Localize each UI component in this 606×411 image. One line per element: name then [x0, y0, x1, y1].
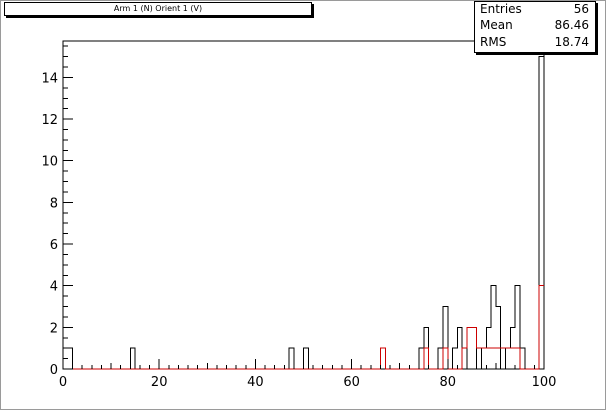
series-1-outline [63, 285, 544, 370]
y-tick-label: 14 [41, 71, 58, 86]
stats-rms-label: RMS [480, 35, 507, 49]
y-tick-label: 8 [50, 196, 58, 211]
y-tick-label: 10 [41, 155, 58, 170]
stats-rms-value: 18.74 [554, 35, 589, 49]
y-tick-label: 12 [41, 113, 58, 128]
stats-rms-row: RMS 18.74 [480, 35, 589, 51]
y-tick-label: 0 [50, 363, 58, 378]
y-tick-label: 2 [50, 321, 58, 336]
stats-mean-value: 86.46 [554, 18, 589, 32]
stats-mean-label: Mean [480, 18, 513, 32]
y-tick-label: 6 [50, 238, 58, 253]
plot-frame [62, 40, 545, 370]
stats-box: Entries 56 Mean 86.46 RMS 18.74 [474, 1, 596, 53]
x-tick-label: 40 [247, 375, 264, 390]
stats-entries-row: Entries 56 [480, 2, 589, 18]
stats-entries-value: 56 [573, 2, 589, 16]
histogram-title: Arm 1 (N) Orient 1 (V) [4, 2, 312, 16]
x-tick-label: 20 [151, 375, 168, 390]
y-tick-label: 4 [50, 280, 58, 295]
x-tick-label: 80 [440, 375, 457, 390]
stats-mean-row: Mean 86.46 [480, 18, 589, 34]
x-tick-label: 60 [343, 375, 360, 390]
x-tick-label: 100 [532, 375, 557, 390]
stats-entries-label: Entries [480, 2, 522, 16]
x-tick-label: 0 [59, 375, 67, 390]
